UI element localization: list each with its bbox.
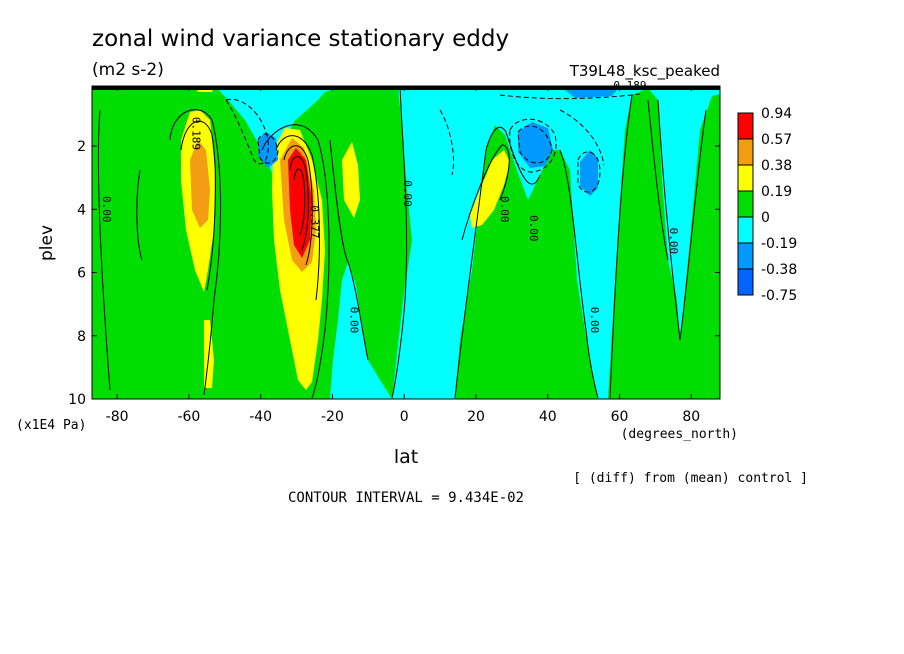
contour-line-sh30-1 <box>261 124 330 399</box>
y-tick-label: 10 <box>68 392 86 408</box>
contour-line-sh15 <box>329 139 369 361</box>
dashed-contour-nh35 <box>509 118 557 173</box>
legend-swatch <box>737 242 754 270</box>
contour-line-nh52 <box>559 149 599 399</box>
contour-line-sh70 <box>136 169 143 261</box>
legend-swatch <box>737 216 754 244</box>
contour-label: 0.00 <box>401 180 414 207</box>
x-tick-label: 20 <box>467 409 485 425</box>
dashed-contour-nh45 <box>559 109 605 166</box>
top-contour-band <box>92 86 720 90</box>
red-band-sh30 <box>288 148 312 258</box>
plot-area: 0.000.1890.3770.000.000.000.000.000.00-0… <box>91 79 721 400</box>
legend-label: 0.19 <box>761 184 792 200</box>
yellow-band-south <box>342 142 360 218</box>
orange-band-sh60 <box>190 140 210 228</box>
x-tick-label: 40 <box>539 409 557 425</box>
x-tick-label: 60 <box>611 409 629 425</box>
blue-band-nh50 <box>580 150 598 196</box>
contour-label: 0.00 <box>588 307 601 334</box>
dashed-contour-nh-top <box>499 93 641 100</box>
contour-line-nh-zero <box>454 127 541 399</box>
legend-swatch <box>737 138 754 166</box>
legend-label: 0.57 <box>761 132 792 148</box>
chart-subtitle: (m2 s-2) <box>92 60 164 80</box>
x-tick-label: -40 <box>249 409 272 425</box>
cyan-intrusions <box>215 86 392 399</box>
legend-swatch <box>737 112 754 140</box>
contour-label: 0.00 <box>347 307 360 334</box>
green-region-east <box>608 88 720 399</box>
y-tick-label: 4 <box>77 202 86 218</box>
legend-swatch <box>737 190 754 218</box>
x-axis-label: lat <box>394 446 418 468</box>
x-tick-label: -80 <box>106 409 129 425</box>
contour-interval: CONTOUR INTERVAL = 9.434E-02 <box>288 490 524 506</box>
contour-label: 0.189 <box>189 117 202 150</box>
contour-line-sh30-3 <box>283 145 313 266</box>
contour-label: 0.00 <box>498 196 511 223</box>
green-region-west <box>92 86 412 399</box>
legend-label: -0.75 <box>761 288 797 304</box>
contour-label: 0.00 <box>100 196 113 223</box>
contour-line-sh80 <box>97 109 111 391</box>
dashed-contour-nh50 <box>577 151 601 193</box>
dashed-contour-sh38-inner <box>257 133 279 164</box>
contour-line-nh75 <box>657 99 707 341</box>
chart-title: zonal wind variance stationary eddy <box>92 26 509 52</box>
x-axis-units: (degrees_north) <box>621 427 738 442</box>
dashed-contour-nh40 <box>439 109 454 176</box>
footnote: [ (diff) from (mean) control ] <box>573 471 808 486</box>
y-tick-label: 8 <box>77 329 86 345</box>
plot-frame <box>91 85 721 400</box>
legend-label: -0.38 <box>761 262 797 278</box>
y-tick-label: 2 <box>77 139 86 155</box>
legend-swatch <box>737 268 754 296</box>
legend-label: 0.94 <box>761 106 792 122</box>
legend-label: -0.19 <box>761 236 797 252</box>
x-tick-label: 80 <box>682 409 700 425</box>
contour-label: 0.377 <box>308 205 321 238</box>
legend-label: 0.38 <box>761 158 792 174</box>
contour-line-sh60-inner <box>180 120 216 291</box>
legend-swatch <box>737 164 754 192</box>
run-label: T39L48_ksc_peaked <box>569 62 720 81</box>
dashed-contour-nh35-inner <box>517 125 553 164</box>
yellow-band-nh27 <box>470 150 510 228</box>
x-tick-label: -20 <box>321 409 344 425</box>
contour-lines <box>97 85 707 399</box>
contour-line-nh27 <box>461 144 510 241</box>
contour-line-sh30-4 <box>289 156 309 251</box>
contour-line-sh30-5 <box>293 168 306 236</box>
contour-line-zero-mid <box>391 85 408 399</box>
dashed-contour-sh38 <box>225 98 269 165</box>
contour-line-sh60-outer <box>169 109 222 396</box>
contour-line-nh60 <box>609 94 633 399</box>
blue-band-nh35 <box>518 122 553 168</box>
y-axis-label: plev <box>37 225 57 261</box>
legend-label: 0 <box>761 210 770 226</box>
axis-group: -80 -60 -40 -20 0 20 40 60 80 2 4 6 8 10 <box>68 86 720 425</box>
x-tick-label: 0 <box>400 409 409 425</box>
cyan-region-sh-upper <box>215 86 330 160</box>
y-tick-label: 6 <box>77 266 86 282</box>
x-tick-label: -60 <box>177 409 200 425</box>
legend: 0.94 0.57 0.38 0.19 0 -0.19 -0.38 -0.75 <box>737 106 797 304</box>
cyan-region-south <box>330 262 392 399</box>
contour-label: 0.00 <box>527 215 540 242</box>
contour-label: 0.00 <box>667 228 680 255</box>
contour-line-sh30-2 <box>275 135 320 301</box>
contour-line-nh72 <box>647 99 669 261</box>
y-axis-units: (x1E4 Pa) <box>16 418 86 433</box>
contour-lines-negative <box>225 93 641 193</box>
